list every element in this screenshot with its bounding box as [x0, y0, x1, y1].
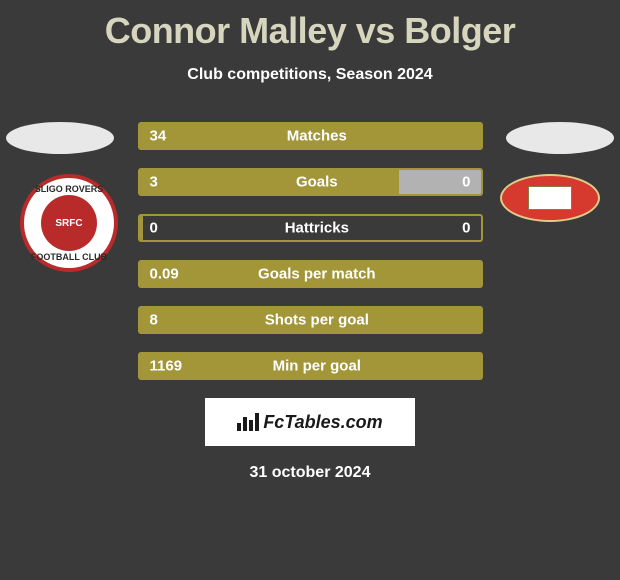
stats-list: 34Matches 3Goals0 0Hattricks0 0.09Goals per…	[138, 122, 483, 380]
club-badge-right-inner	[528, 186, 572, 210]
comparison-panel: SLIGO ROVERS SRFC FOOTBALL CLUB 34Matche…	[0, 122, 620, 482]
club-badge-left-label: SRFC	[41, 195, 97, 251]
bar-mid	[143, 216, 481, 240]
club-badge-left: SLIGO ROVERS SRFC FOOTBALL CLUB	[20, 174, 118, 272]
bar-left	[140, 124, 481, 148]
page-title: Connor Malley vs Bolger	[0, 0, 620, 52]
stat-row: 34Matches	[138, 122, 483, 150]
branding-box: FcTables.com	[205, 398, 415, 446]
branding-text: FcTables.com	[263, 412, 382, 433]
bar-right	[399, 170, 481, 194]
bar-left	[140, 170, 399, 194]
date-text: 31 october 2024	[0, 464, 620, 482]
stat-row: 1169Min per goal	[138, 352, 483, 380]
player-disc-right	[506, 122, 614, 154]
club-arc-top: SLIGO ROVERS	[35, 184, 104, 194]
stat-row: 0.09Goals per match	[138, 260, 483, 288]
club-badge-right	[500, 174, 600, 222]
bar-left	[140, 262, 481, 286]
club-arc-bot: FOOTBALL CLUB	[31, 252, 107, 262]
stat-row: 3Goals0	[138, 168, 483, 196]
player-disc-left	[6, 122, 114, 154]
bar-left	[140, 354, 481, 378]
bar-left	[140, 308, 481, 332]
page-subtitle: Club competitions, Season 2024	[0, 66, 620, 84]
chart-icon	[237, 413, 259, 431]
stat-row: 8Shots per goal	[138, 306, 483, 334]
stat-row: 0Hattricks0	[138, 214, 483, 242]
